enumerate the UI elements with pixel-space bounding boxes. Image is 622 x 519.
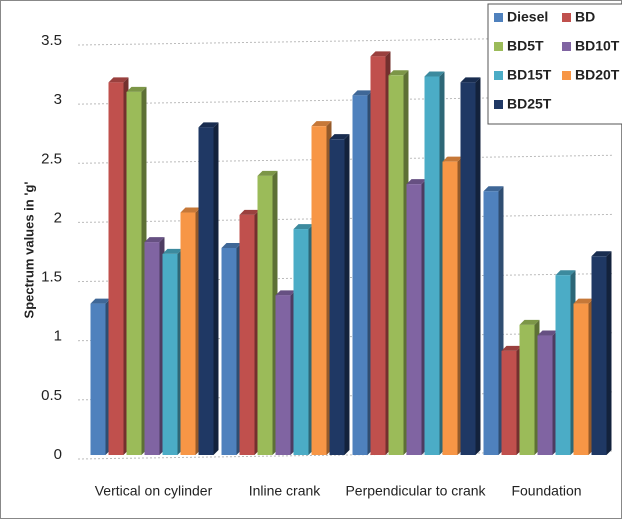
legend-box [487, 3, 622, 125]
bar [442, 161, 458, 455]
bar-top [555, 270, 576, 276]
legend-swatch [494, 100, 503, 109]
bar [275, 295, 291, 455]
legend-label: BD5T [507, 38, 544, 54]
legend-swatch [494, 13, 503, 22]
y-tick-label: 3.5 [41, 32, 62, 49]
legend-swatch [494, 71, 503, 80]
bar [198, 127, 214, 455]
bar-top [519, 319, 540, 325]
bar-side [344, 134, 350, 456]
bar-top [501, 345, 522, 351]
bar [591, 256, 607, 455]
bar-top [424, 71, 445, 77]
legend-swatch [494, 42, 503, 51]
x-tick-label: Vertical on cylinder [95, 483, 213, 499]
bar-top [257, 170, 278, 176]
bar-top [239, 209, 260, 215]
bar [573, 303, 589, 455]
bar [311, 126, 327, 455]
bar-top [460, 77, 481, 83]
bar [239, 214, 255, 455]
bar [144, 242, 160, 455]
bar-top [198, 122, 219, 128]
bar [126, 91, 142, 455]
bar [329, 139, 345, 456]
grid-line [77, 213, 613, 223]
legend-label: BD [575, 9, 595, 25]
bar-top [591, 251, 612, 257]
legend-label: BD20T [575, 67, 620, 83]
bar-top [406, 179, 427, 185]
y-tick-label: 3 [54, 91, 62, 108]
bar-top [126, 86, 147, 92]
bar-top [221, 243, 242, 248]
bar [406, 184, 422, 455]
bar-top [108, 77, 129, 83]
bar [90, 303, 106, 455]
bar-top [90, 298, 111, 304]
bar [424, 76, 440, 455]
y-axis-label: Spectrum values in 'g' [21, 182, 36, 319]
bar-top [162, 248, 183, 254]
bar-top [370, 51, 391, 57]
x-tick-label: Foundation [511, 483, 581, 499]
legend-swatch [562, 13, 571, 22]
bar [108, 82, 124, 456]
bar-top [293, 224, 314, 230]
bar-side [606, 251, 612, 455]
bar [483, 191, 499, 456]
bar-top [388, 70, 409, 76]
legend-label: BD10T [575, 38, 620, 54]
legend-swatch [562, 42, 571, 51]
y-tick-label: 0 [54, 446, 62, 463]
y-tick-label: 0.5 [41, 387, 62, 404]
bar [352, 95, 368, 455]
bar [388, 75, 404, 455]
bar-top [180, 207, 201, 213]
bar-side [475, 77, 481, 456]
bar [537, 335, 553, 455]
y-tick-label: 2.5 [41, 150, 62, 167]
bar [555, 275, 571, 455]
bar [257, 175, 273, 456]
bar [180, 212, 196, 455]
y-tick-label: 1.5 [41, 269, 62, 286]
bar-top [329, 134, 350, 140]
bar [162, 253, 178, 455]
bar [501, 350, 517, 455]
legend-label: BD25T [507, 96, 552, 112]
bar-top [442, 156, 463, 162]
bar-top [311, 121, 332, 127]
y-tick-label: 2 [54, 209, 62, 226]
x-tick-label: Perpendicular to crank [345, 483, 486, 499]
bar [370, 56, 386, 456]
bar [460, 82, 476, 456]
bar [221, 248, 237, 455]
grid-line [77, 154, 613, 164]
y-tick-label: 1 [54, 328, 62, 345]
bar-top [483, 186, 504, 192]
legend-swatch [562, 71, 571, 80]
legend-label: Diesel [507, 9, 548, 25]
bar-top [573, 298, 594, 304]
bar [519, 324, 535, 455]
bar [293, 229, 309, 455]
bar-top [275, 290, 296, 296]
bar-top [352, 90, 373, 96]
bar-top [144, 237, 165, 243]
legend-label: BD15T [507, 67, 552, 83]
bar-top [537, 330, 558, 336]
bar-side [213, 122, 219, 455]
x-tick-label: Inline crank [249, 483, 322, 499]
